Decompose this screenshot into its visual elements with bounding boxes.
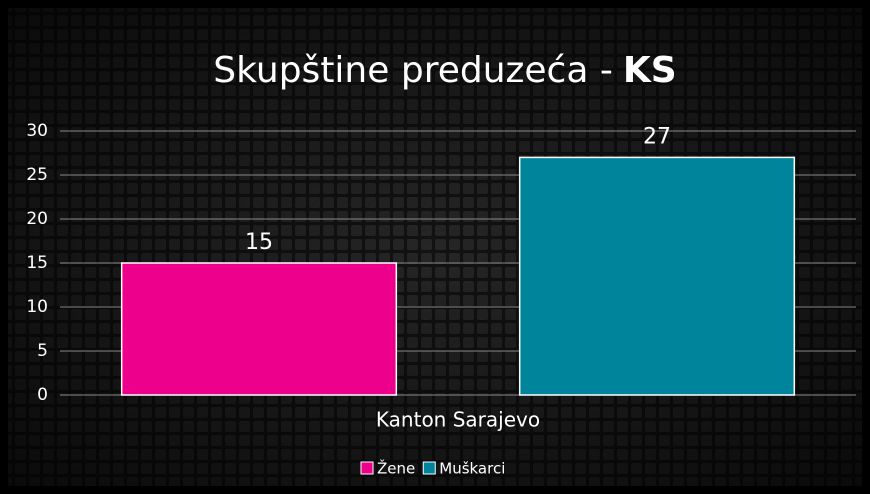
bar: [518, 156, 796, 396]
y-tick-label: 5: [37, 341, 48, 361]
data-label: 27: [643, 124, 671, 149]
legend-label: Muškarci: [439, 460, 505, 478]
y-tick-label: 0: [37, 385, 48, 405]
y-tick-label: 20: [26, 209, 48, 229]
legend-swatch: [360, 461, 374, 475]
x-tick-label: Kanton Sarajevo: [376, 408, 540, 432]
legend-swatch: [422, 461, 436, 475]
y-tick-label: 25: [26, 165, 48, 185]
y-tick-label: 30: [26, 121, 48, 141]
title-emphasis: KS: [623, 50, 677, 91]
y-tick-label: 15: [26, 253, 48, 273]
data-label: 15: [245, 230, 273, 255]
title-text: Skupštine preduzeća -: [213, 50, 613, 91]
legend-label: Žene: [377, 459, 415, 478]
y-tick-label: 10: [26, 297, 48, 317]
bar: [120, 262, 398, 396]
chart-title: Skupštine preduzeća - KS: [213, 50, 676, 91]
